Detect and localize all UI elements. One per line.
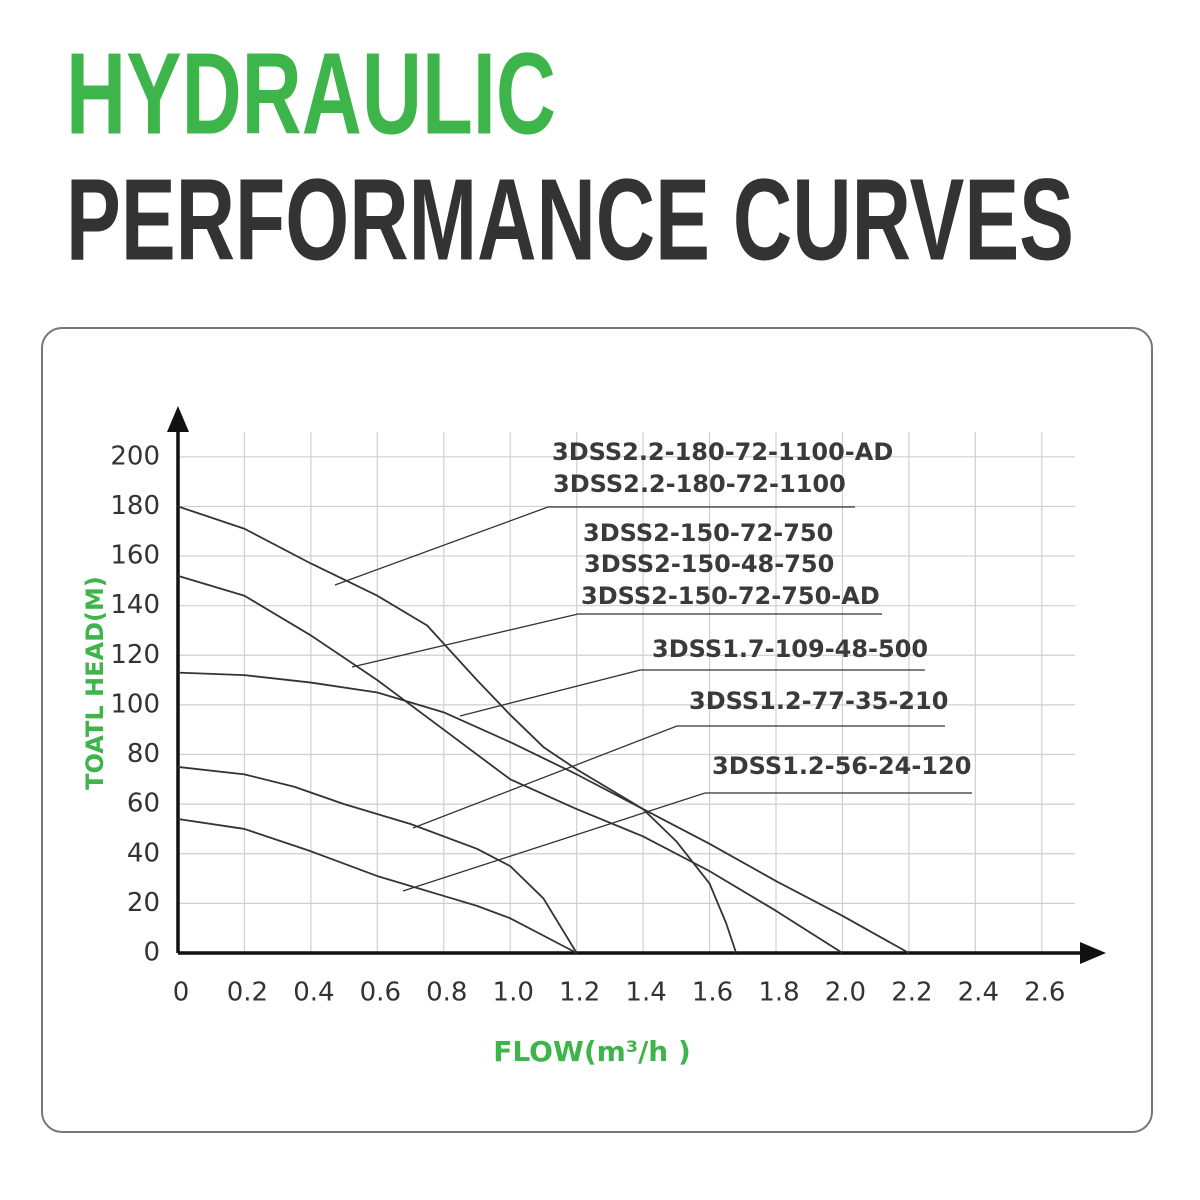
x-tick-label: 0 bbox=[173, 978, 190, 1008]
leader-line bbox=[412, 725, 945, 829]
x-tick-label: 0.8 bbox=[426, 978, 467, 1008]
y-tick-label: 100 bbox=[110, 689, 160, 719]
curve-label: 3DSS2.2-180-72-1100 bbox=[553, 470, 846, 498]
x-tick-label: 0.2 bbox=[227, 978, 268, 1008]
curve-label: 3DSS1.2-77-35-210 bbox=[689, 687, 948, 715]
leader-line bbox=[459, 669, 925, 717]
y-tick-label: 40 bbox=[127, 838, 160, 868]
curve bbox=[177, 505, 737, 954]
y-tick-label: 200 bbox=[110, 441, 160, 471]
y-tick-label: 160 bbox=[110, 541, 160, 571]
grid bbox=[177, 432, 1075, 954]
y-tick-label: 20 bbox=[127, 888, 160, 918]
subtitle: PERFORMANCE CURVES bbox=[66, 155, 1074, 285]
y-tick-label: 80 bbox=[127, 739, 160, 769]
y-tick-label: 180 bbox=[110, 491, 160, 521]
y-tick-label: 120 bbox=[110, 640, 160, 670]
curve bbox=[177, 766, 578, 954]
leader-line bbox=[334, 506, 855, 586]
x-tick-label: 1.6 bbox=[692, 978, 733, 1008]
x-tick-label: 1.8 bbox=[758, 978, 799, 1008]
leader-line bbox=[351, 613, 882, 668]
x-tick-label: 2.2 bbox=[891, 978, 932, 1008]
y-axis-label: TOATL HEAD(M) bbox=[81, 576, 109, 790]
y-tick-label: 140 bbox=[110, 590, 160, 620]
chart-card bbox=[41, 327, 1153, 1133]
y-tick-label: 60 bbox=[127, 789, 160, 819]
title: HYDRAULIC bbox=[66, 29, 556, 159]
x-tick-label: 2.6 bbox=[1024, 978, 1065, 1008]
curve bbox=[177, 575, 843, 954]
x-axis-label: FLOW(m³/h ) bbox=[493, 1035, 691, 1068]
x-tick-label: 2.4 bbox=[958, 978, 999, 1008]
curve-label: 3DSS1.2-56-24-120 bbox=[712, 752, 971, 780]
curve-label: 3DSS2-150-72-750 bbox=[583, 519, 833, 547]
x-tick-label: 1.2 bbox=[559, 978, 600, 1008]
x-tick-label: 2.0 bbox=[825, 978, 866, 1008]
x-tick-label: 0.6 bbox=[360, 978, 401, 1008]
curve-label: 3DSS2.2-180-72-1100-AD bbox=[552, 438, 893, 466]
x-axis-arrow bbox=[1080, 942, 1106, 964]
x-tick-label: 0.4 bbox=[293, 978, 334, 1008]
x-tick-label: 1.4 bbox=[625, 978, 666, 1008]
curve-label: 3DSS1.7-109-48-500 bbox=[652, 635, 928, 663]
curve bbox=[177, 671, 910, 954]
y-tick-label: 0 bbox=[143, 938, 160, 968]
x-tick-label: 1.0 bbox=[493, 978, 534, 1008]
curve-label: 3DSS2-150-48-750 bbox=[584, 550, 834, 578]
curve-label: 3DSS2-150-72-750-AD bbox=[581, 582, 880, 610]
y-axis-arrow bbox=[167, 406, 189, 432]
curve bbox=[177, 818, 578, 954]
leader-line bbox=[402, 792, 972, 892]
